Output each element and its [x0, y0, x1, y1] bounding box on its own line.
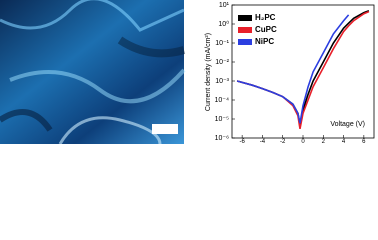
- x-tick-label: 4: [342, 139, 346, 144]
- y-tick-label: 10⁻²: [215, 59, 229, 66]
- legend-label: H₂PC: [255, 13, 276, 22]
- x-tick-label: 2: [322, 139, 326, 144]
- y-tick-label: 10⁻⁵: [215, 116, 229, 123]
- legend-swatch: [238, 15, 252, 21]
- plot-frame: [231, 4, 375, 139]
- figure: Current density (mA/cm²) Voltage (V) 10¹…: [0, 0, 375, 145]
- legend-label: CuPC: [255, 25, 277, 34]
- x-tick-label: -2: [280, 139, 286, 144]
- legend-swatch: [238, 27, 252, 33]
- y-tick-label: 10⁻⁶: [215, 135, 229, 142]
- legend-swatch: [238, 39, 252, 45]
- y-axis-label: Current density (mA/cm²): [205, 33, 212, 111]
- x-tick-label: -6: [239, 139, 245, 144]
- x-tick-label: 0: [301, 139, 305, 144]
- y-tick-label: 10⁻³: [215, 78, 229, 85]
- y-tick-label: 10¹: [219, 2, 230, 9]
- y-tick-label: 10⁻¹: [215, 40, 229, 47]
- x-axis-label: Voltage (V): [330, 121, 365, 128]
- series-line: [236, 14, 350, 124]
- x-tick-label: 6: [362, 139, 366, 144]
- y-tick-label: 10⁰: [218, 20, 229, 28]
- x-tick-label: -4: [260, 139, 266, 144]
- micrograph: [0, 0, 186, 145]
- y-tick-label: 10⁻⁴: [215, 97, 230, 104]
- legend-label: NiPC: [255, 37, 274, 46]
